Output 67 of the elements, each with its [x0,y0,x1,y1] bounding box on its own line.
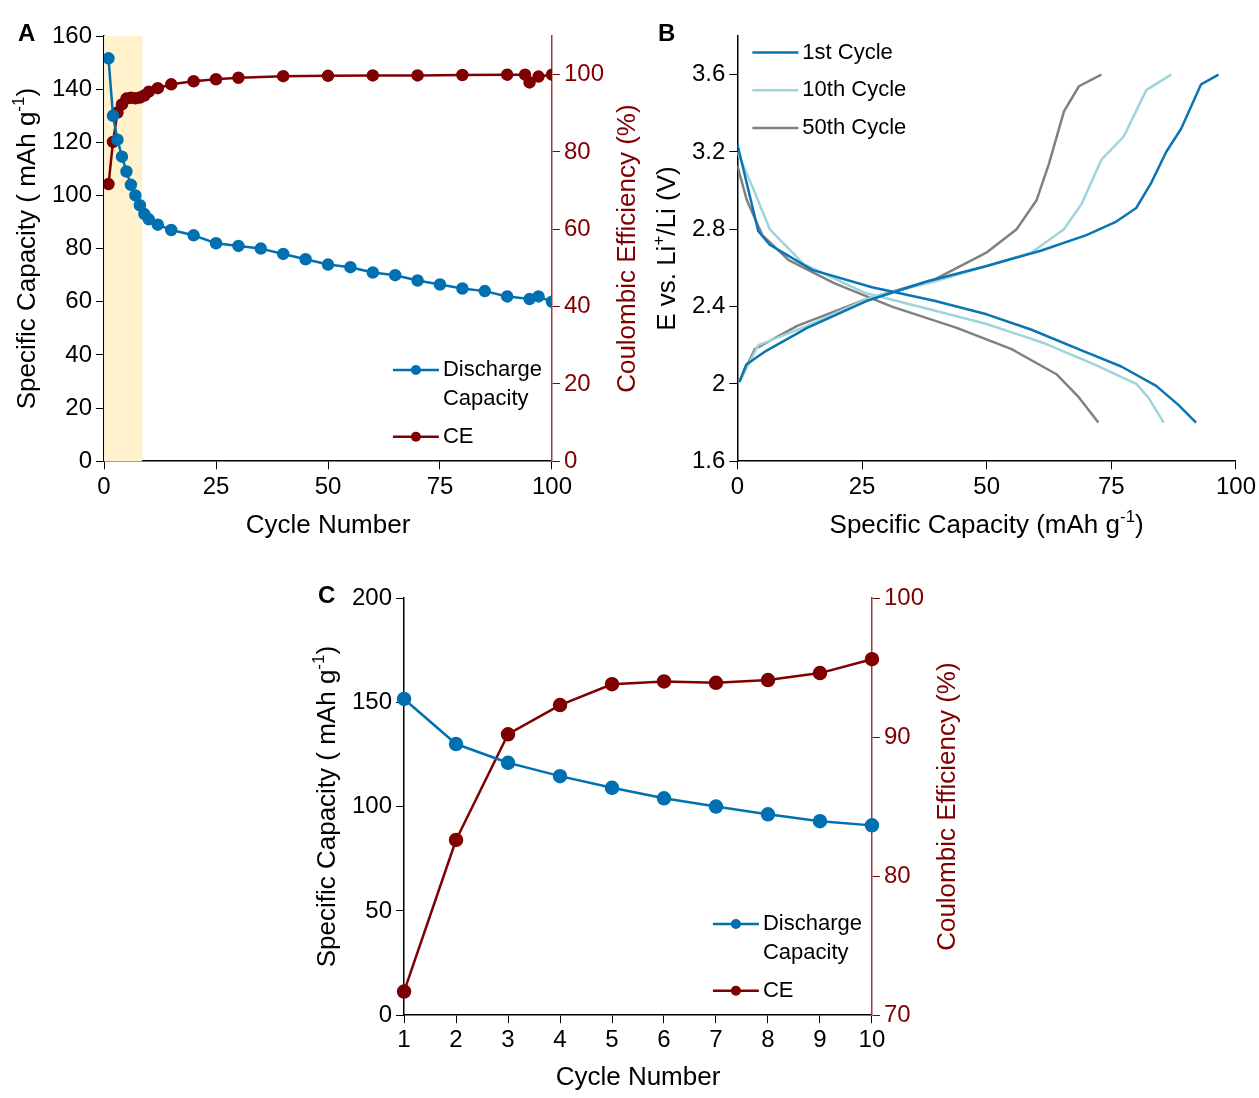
y-tick-label: 1.6 [691,445,726,473]
y-tick-label: 100 [52,180,93,208]
legend-label: CE [442,422,474,448]
y-axis-title: Specific Capacity ( mAh g-1) [8,87,42,410]
x-tick-label: 10 [858,1025,886,1053]
x-tick-label: 6 [657,1025,671,1053]
y-tick-label: 60 [65,286,93,314]
y2-tick-label: 80 [883,860,911,888]
x-tick-label: 100 [1215,472,1256,500]
x-tick-label: 75 [426,472,454,500]
legend-label: CE [762,976,794,1002]
x-tick-label: 100 [531,472,572,500]
y-tick-label: 0 [78,445,93,473]
x-tick-label: 9 [813,1025,827,1053]
y-axis-title: E vs. Li+/Li (V) [648,166,682,331]
x-tick-label: 5 [605,1025,619,1053]
x-axis-title: Cycle Number [245,509,411,540]
x-tick-label: 3 [501,1025,515,1053]
x-tick-label: 0 [97,472,111,500]
x-tick-label: 50 [973,472,1001,500]
y-tick-label: 3.6 [691,59,726,87]
y-tick-label: 80 [65,233,93,261]
y2-tick-label: 80 [563,136,591,164]
legend-label: 10th Cycle [802,76,907,102]
x-tick-label: 7 [709,1025,723,1053]
y2-tick-label: 20 [563,368,591,396]
x-tick-label: 1 [397,1025,411,1053]
x-tick-label: 0 [730,472,745,500]
y2-axis-title: Coulombic Efficiency (%) [611,104,642,393]
y2-tick-label: 90 [883,721,911,749]
chart-title: A [18,18,36,46]
x-tick-label: 2 [449,1025,463,1053]
y2-axis-title: Coulombic Efficiency (%) [931,662,962,951]
y-tick-label: 3.2 [691,136,726,164]
legend-label: 1st Cycle [802,38,893,64]
y-tick-label: 50 [365,895,393,923]
y-tick-label: 140 [52,73,93,101]
y-tick-label: 2.8 [691,213,726,241]
x-tick-label: 50 [314,472,342,500]
y-tick-label: 2 [712,368,726,396]
y-tick-label: 160 [52,20,93,48]
y2-tick-label: 0 [563,445,578,473]
x-tick-label: 75 [1097,472,1125,500]
legend-label: 50th Cycle [802,113,907,139]
y2-tick-label: 100 [563,59,604,87]
y-tick-label: 120 [52,126,93,154]
y2-tick-label: 100 [883,582,924,610]
y-tick-label: 20 [65,392,93,420]
x-axis-title: Cycle Number [555,1061,721,1092]
y-tick-label: 0 [378,999,393,1027]
chart-title: C [318,580,336,608]
x-tick-label: 8 [761,1025,775,1053]
legend-label: Discharge Capacity [442,356,542,411]
y-tick-label: 200 [352,582,393,610]
y2-tick-label: 40 [563,291,591,319]
y-axis-title: Specific Capacity ( mAh g-1) [308,645,342,968]
y-tick-label: 150 [352,686,393,714]
x-tick-label: 25 [202,472,230,500]
y-tick-label: 40 [65,339,93,367]
legend-label: Discharge Capacity [762,910,862,965]
y-tick-label: 2.4 [691,291,726,319]
y2-tick-label: 60 [563,213,591,241]
x-tick-label: 25 [848,472,876,500]
chart-title: B [658,18,676,46]
y-tick-label: 100 [352,791,393,819]
x-tick-label: 4 [553,1025,567,1053]
y2-tick-label: 70 [883,999,911,1027]
